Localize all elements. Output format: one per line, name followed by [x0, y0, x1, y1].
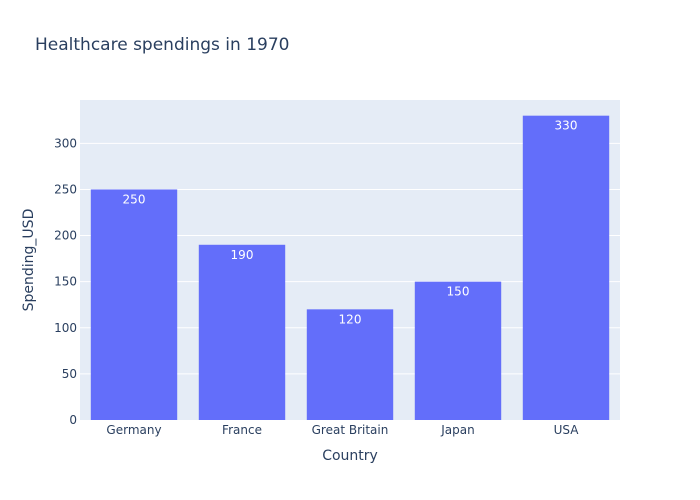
y-tick-label: 100	[54, 321, 77, 335]
bar-value-label: 330	[555, 119, 578, 133]
bar-value-label: 120	[339, 312, 362, 326]
bar[interactable]	[90, 189, 178, 420]
bar-value-label: 190	[231, 248, 254, 262]
y-tick-label: 300	[54, 136, 77, 150]
y-tick-label: 150	[54, 275, 77, 289]
bar[interactable]	[414, 281, 502, 420]
x-axis-title: Country	[322, 448, 378, 464]
x-tick-label: Germany	[106, 423, 161, 437]
x-axis-ticks: Germany France Great Britain Japan USA	[106, 423, 579, 437]
y-tick-label: 250	[54, 182, 77, 196]
x-tick-label: Great Britain	[312, 423, 389, 437]
bar-value-label: 150	[447, 285, 470, 299]
bar-value-label: 250	[123, 192, 146, 206]
bar[interactable]	[306, 309, 394, 420]
y-tick-label: 0	[69, 413, 77, 427]
bar[interactable]	[522, 115, 610, 420]
y-tick-label: 200	[54, 229, 77, 243]
x-tick-label: France	[222, 423, 262, 437]
bars	[90, 115, 610, 420]
x-tick-label: USA	[554, 423, 580, 437]
x-tick-label: Japan	[440, 423, 474, 437]
y-axis-title: Spending_USD	[21, 209, 37, 312]
y-tick-label: 50	[62, 367, 77, 381]
bar-value-labels: 250 190 120 150 330	[123, 119, 578, 327]
chart-title: Healthcare spendings in 1970	[35, 35, 289, 55]
bar[interactable]	[198, 244, 286, 420]
y-axis-ticks: 0 50 100 150 200 250 300	[54, 136, 77, 427]
